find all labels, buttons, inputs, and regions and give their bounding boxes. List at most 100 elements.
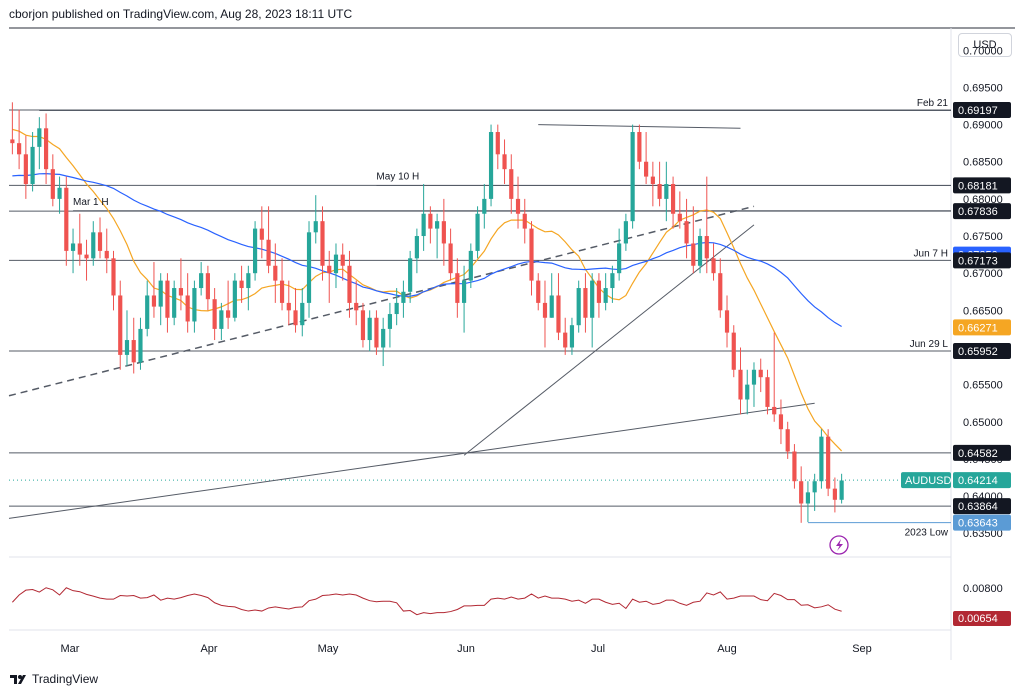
candle-body: [765, 377, 770, 407]
price-tick: 0.63500: [963, 528, 1003, 540]
candle: [124, 310, 130, 367]
candle: [799, 466, 804, 523]
candle: [10, 102, 15, 155]
candle-body: [367, 317, 372, 341]
candle: [515, 176, 521, 229]
candle: [542, 280, 548, 348]
candle-body: [603, 288, 608, 303]
candle: [563, 317, 568, 355]
candle: [414, 228, 419, 274]
candle-body: [576, 288, 581, 326]
candle-body: [421, 213, 426, 237]
candle-body: [799, 481, 804, 504]
candle: [381, 317, 386, 367]
candle: [421, 184, 426, 251]
candle-body: [293, 310, 298, 326]
candle-body: [401, 291, 406, 303]
candle: [495, 124, 500, 170]
candle-body: [677, 213, 682, 222]
candle-body: [23, 154, 28, 185]
candle: [704, 176, 709, 274]
price-badge: 0.64214 AUDUSD: [901, 472, 1011, 489]
time-tick: Sep: [852, 643, 872, 655]
candle: [556, 273, 561, 341]
indicator-badge: 0.00654: [953, 611, 1011, 626]
candle-body: [232, 280, 237, 318]
candle-body: [819, 436, 824, 482]
candle-body: [37, 128, 42, 147]
price-tick: 0.69000: [963, 120, 1003, 132]
annotation-may10: May 10 H: [376, 172, 419, 183]
candle-body: [623, 221, 628, 244]
candle-body: [711, 258, 716, 274]
price-badge-bg: [953, 319, 1011, 336]
candle-body: [165, 280, 170, 318]
candle: [509, 154, 514, 214]
candle: [630, 124, 635, 229]
tradingview-logo-icon: [10, 675, 26, 684]
candle-body: [751, 369, 757, 385]
horizontal-levels: [9, 109, 951, 524]
candle-body: [178, 288, 184, 296]
candle: [502, 139, 507, 185]
candle: [327, 250, 332, 303]
candle-body: [279, 280, 285, 303]
candle: [468, 243, 473, 289]
candle-body: [185, 295, 190, 322]
candle-body: [644, 161, 649, 177]
candle-body: [320, 221, 325, 266]
candle-body: [670, 184, 676, 214]
candle: [670, 176, 676, 229]
candle-body: [30, 146, 35, 185]
candle: [826, 429, 831, 497]
level-tag: 2023 Low: [905, 528, 949, 539]
candle-body: [77, 243, 82, 255]
candle: [252, 221, 258, 281]
currency-button[interactable]: USD: [958, 33, 1012, 57]
annotation-mar1: Mar 1 H: [73, 197, 109, 208]
trendlines: [8, 205, 815, 519]
candle: [246, 265, 251, 311]
candle: [333, 243, 339, 289]
candle-body: [360, 310, 366, 341]
price-badge-bg: [953, 343, 1011, 360]
candle-body: [509, 169, 514, 199]
candle: [455, 258, 460, 318]
price-badge: 0.67173 Jun 7 H: [914, 248, 1011, 269]
candle-body: [340, 254, 345, 266]
price-badge-value: 0.69197: [958, 105, 998, 117]
candle-body: [347, 265, 352, 303]
price-tick: 0.69500: [963, 82, 1003, 94]
candle-body: [97, 232, 103, 251]
candle-body: [408, 258, 413, 292]
level-tag: Jun 7 H: [914, 248, 948, 259]
candle-body: [610, 273, 615, 289]
candle: [765, 369, 770, 415]
lightning-icon[interactable]: [829, 535, 849, 555]
candle: [17, 109, 22, 170]
candle-body: [333, 254, 339, 274]
candle: [482, 184, 487, 229]
candle-body: [697, 236, 703, 266]
candle: [293, 288, 298, 333]
level-tag: Jun 29 L: [910, 339, 949, 350]
candle-body: [805, 492, 811, 504]
candle: [300, 288, 305, 337]
candle-body: [704, 236, 709, 259]
candle-body: [158, 280, 163, 307]
candle: [212, 288, 217, 341]
candle-body: [502, 154, 507, 170]
candle: [522, 198, 527, 244]
candle-body: [124, 340, 130, 355]
candle-body: [461, 280, 467, 303]
candle: [279, 258, 285, 311]
candle-body: [70, 243, 76, 251]
price-badge-value: 0.64214: [958, 475, 998, 487]
candle-body: [549, 295, 554, 318]
price-badge-value: 0.63864: [958, 501, 998, 513]
indicator-tick: 0.00800: [963, 583, 1003, 595]
candle: [758, 358, 763, 393]
candle-body: [569, 325, 575, 348]
candle-body: [192, 288, 197, 322]
